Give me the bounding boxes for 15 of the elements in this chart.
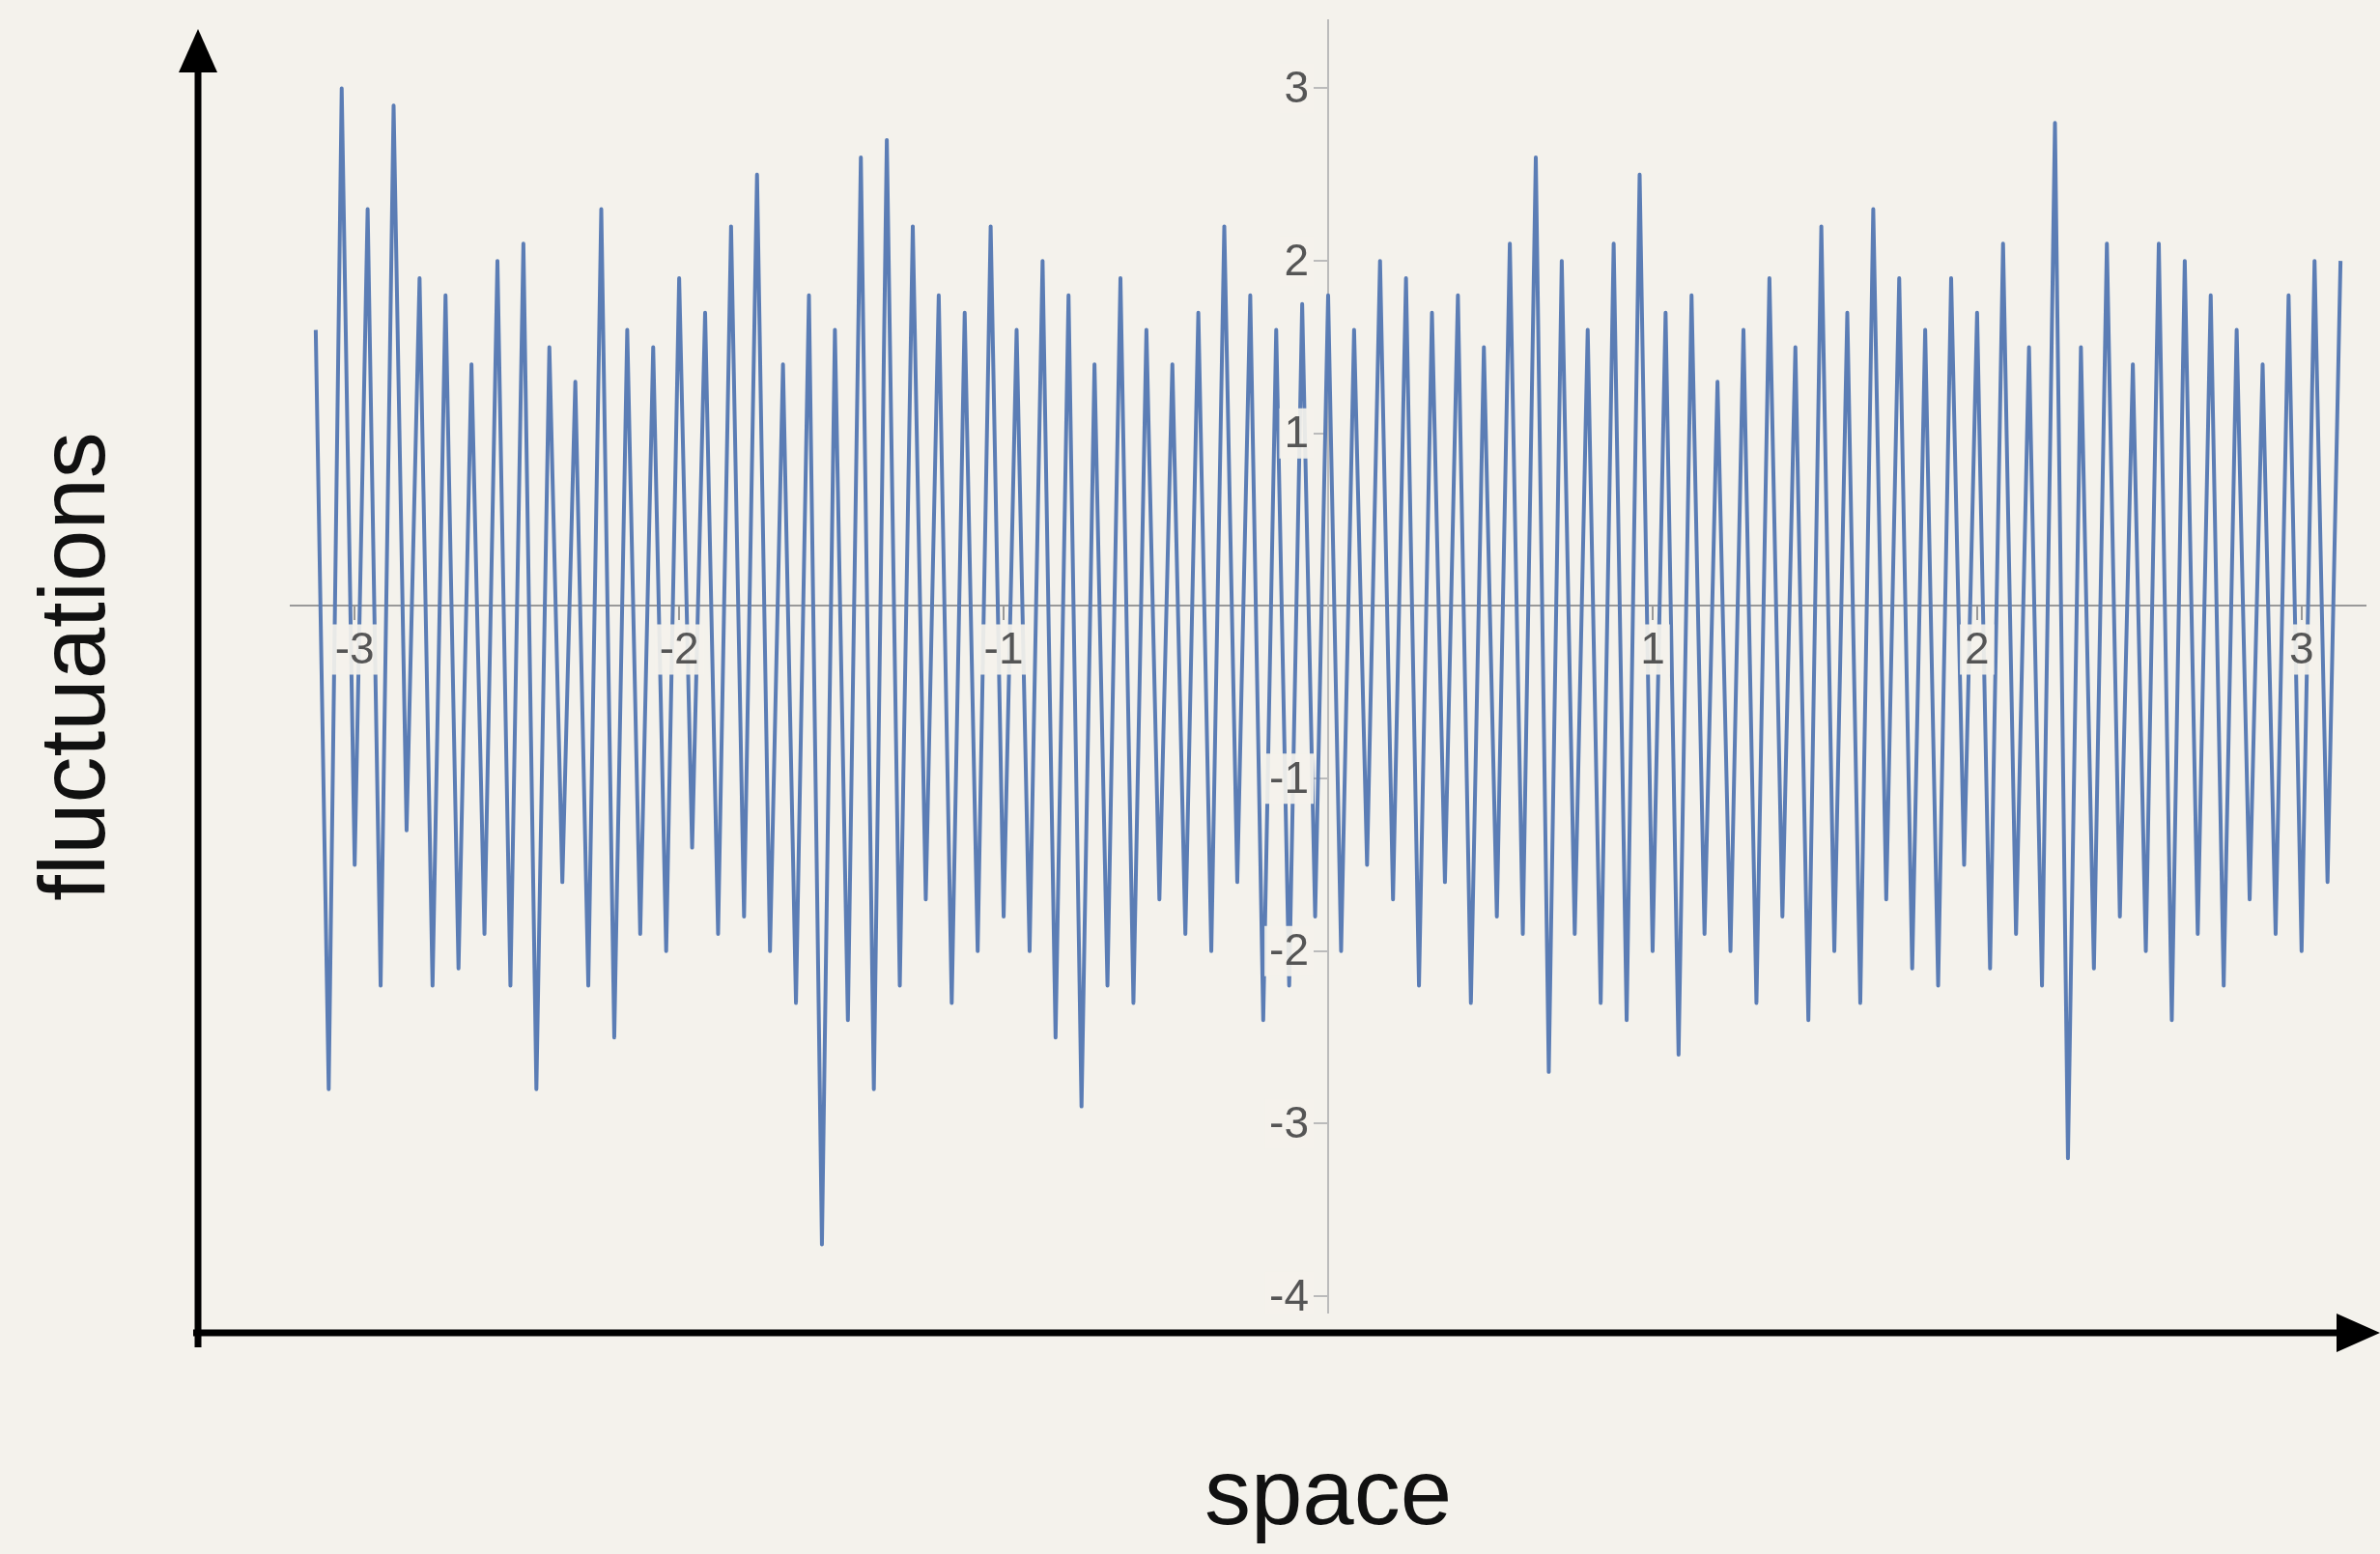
y-tick-label: 1 <box>1284 407 1310 458</box>
y-tick-label: 2 <box>1284 234 1310 285</box>
x-tick-label: -1 <box>983 623 1024 674</box>
x-tick-label: 1 <box>1640 623 1665 674</box>
y-tick-label: -4 <box>1269 1269 1309 1320</box>
y-tick-label: -1 <box>1269 751 1309 803</box>
x-tick-label: -3 <box>334 623 375 674</box>
x-tick-label: -2 <box>659 623 699 674</box>
y-tick-label: -3 <box>1269 1097 1309 1148</box>
x-tick-label: 3 <box>2289 623 2314 674</box>
x-tick-label: 2 <box>1965 623 1990 674</box>
x-axis-title: space <box>1204 1439 1453 1545</box>
y-tick-label: 3 <box>1284 62 1310 113</box>
y-tick-label: -2 <box>1269 924 1309 975</box>
y-axis-title: fluctuations <box>19 432 125 901</box>
